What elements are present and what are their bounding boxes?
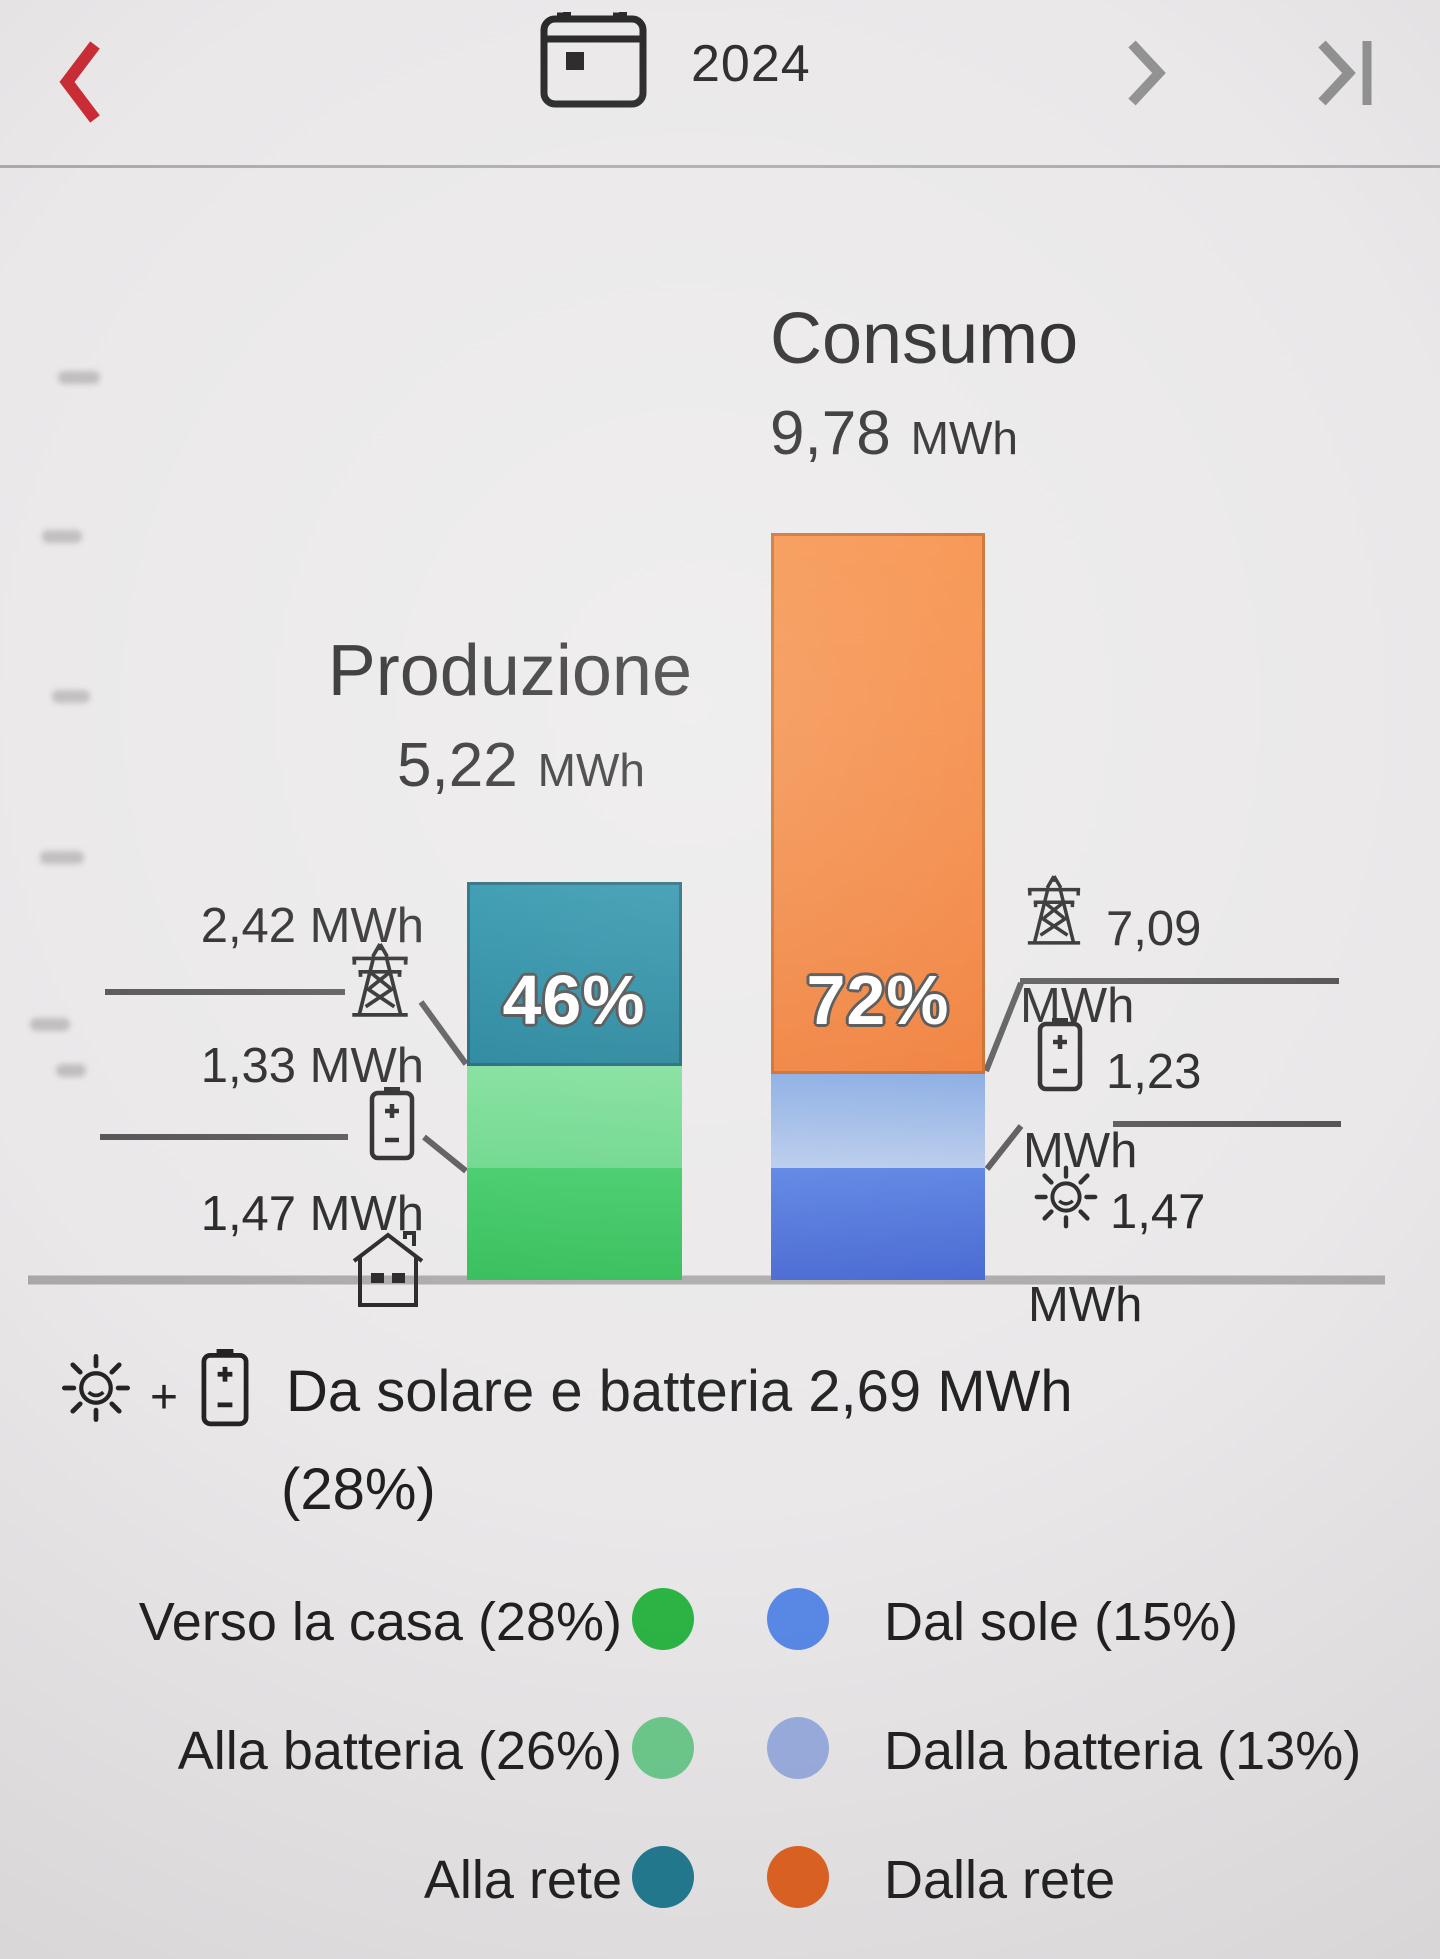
period-selector[interactable]: 2024 <box>540 12 811 108</box>
production-to-house-label: 1,47 MWh <box>200 1187 424 1241</box>
consumption-from-battery-unit: MWh <box>1023 1124 1138 1178</box>
bar-segment-dal-sole <box>771 1167 985 1280</box>
chevron-last-icon <box>1316 38 1380 108</box>
jump-to-latest-button[interactable] <box>1316 38 1380 108</box>
legend-dot-dal-sole <box>767 1588 829 1650</box>
legend-dot-alla-batteria <box>632 1717 694 1779</box>
battery-icon <box>368 1086 416 1162</box>
battery-icon <box>1036 1018 1084 1092</box>
house-icon <box>348 1230 428 1310</box>
consumption-from-grid-value: 7,09 <box>1106 902 1202 956</box>
production-total: 5,22 MWh <box>240 730 645 801</box>
topbar-divider <box>0 165 1440 168</box>
consumption-total-value: 9,78 <box>770 399 891 468</box>
consumption-from-solar-value: 1,47 <box>1110 1185 1206 1239</box>
axis-tick <box>30 1018 70 1031</box>
battery-icon <box>197 1349 253 1427</box>
consumption-from-battery-value: 1,23 <box>1106 1045 1202 1099</box>
axis-tick <box>56 1064 86 1077</box>
legend-label-dalla-rete: Dalla rete <box>884 1850 1116 1910</box>
production-total-unit: MWh <box>537 744 645 796</box>
production-to-battery-label: 1,33 MWh <box>200 1039 424 1093</box>
bar-segment-dalla-rete <box>771 533 985 1074</box>
bar-segment-dalla-batteria <box>771 1074 985 1168</box>
chevron-left-icon <box>58 38 104 126</box>
production-title: Produzione <box>327 631 692 711</box>
period-year-label: 2024 <box>691 35 811 93</box>
production-grid-percent: 46% <box>502 961 646 1039</box>
consumption-grid-percent: 72% <box>806 961 950 1039</box>
plus-sign: + <box>150 1371 179 1424</box>
legend-dot-verso-la-casa <box>632 1588 694 1650</box>
consumption-from-solar-unit: MWh <box>1028 1278 1143 1332</box>
legend-dot-dalla-rete <box>767 1846 829 1908</box>
production-bar <box>467 881 682 1280</box>
previous-period-button[interactable] <box>58 38 104 126</box>
axis-tick <box>42 530 82 543</box>
bar-segment-alla-batteria <box>467 1066 682 1168</box>
consumption-total-unit: MWh <box>910 412 1018 464</box>
summary-text: Da solare e batteria 2,69 MWh <box>286 1359 1073 1424</box>
production-to-grid-label: 2,42 MWh <box>200 899 424 953</box>
grid-pylon-icon <box>1024 871 1084 949</box>
axis-tick <box>52 690 90 703</box>
bar-segment-verso-la-casa <box>467 1167 682 1280</box>
legend-label-dal-sole: Dal sole (15%) <box>884 1592 1239 1652</box>
axis-tick <box>40 851 84 864</box>
legend-label-alla-rete: Alla rete <box>423 1850 622 1910</box>
consumption-title: Consumo <box>770 299 1079 379</box>
sun-icon <box>57 1349 135 1427</box>
next-period-button[interactable] <box>1124 38 1168 108</box>
consumption-bar <box>771 533 985 1280</box>
summary-percent: (28%) <box>281 1457 436 1522</box>
legend-label-alla-batteria: Alla batteria (26%) <box>177 1721 622 1781</box>
sun-icon <box>1030 1161 1102 1233</box>
chevron-right-icon <box>1124 38 1168 108</box>
production-total-value: 5,22 <box>397 731 518 800</box>
legend-label-verso-la-casa: Verso la casa (28%) <box>138 1592 622 1652</box>
consumption-total: 9,78 MWh <box>770 398 1018 469</box>
bar-segment-alla-rete <box>467 881 682 1067</box>
legend-dot-dalla-batteria <box>767 1717 829 1779</box>
axis-tick <box>58 371 100 384</box>
legend-label-dalla-batteria: Dalla batteria (13%) <box>884 1721 1362 1781</box>
legend-dot-alla-rete <box>632 1846 694 1908</box>
grid-pylon-icon <box>343 941 417 1019</box>
calendar-icon <box>540 12 647 108</box>
